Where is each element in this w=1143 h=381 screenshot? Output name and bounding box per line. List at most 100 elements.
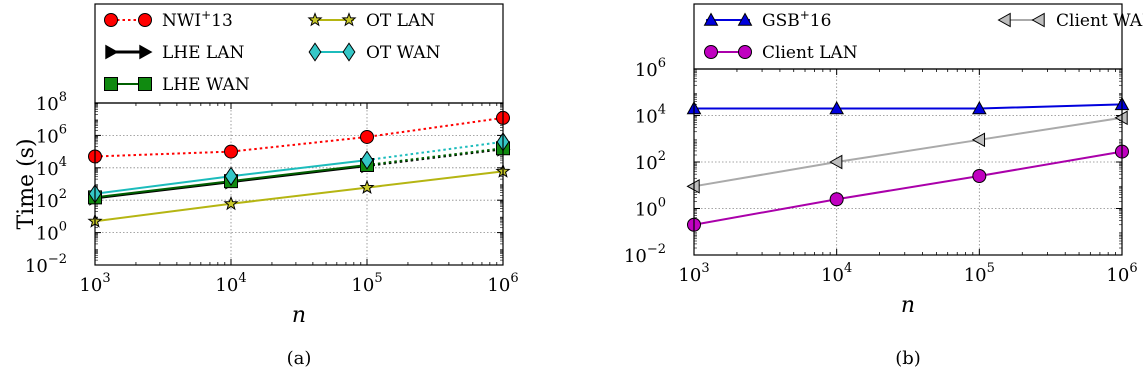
- legend-item-nwi13: NWI+13: [104, 8, 233, 31]
- legend-label-gsb16-text: GSB: [762, 11, 800, 31]
- y-tick-label: 102: [635, 149, 666, 174]
- series-line-extrapolated-lhe-wan: [366, 147, 504, 166]
- x-tick-label: 105: [351, 271, 382, 296]
- legend-label-nwi13-text: NWI: [162, 11, 201, 31]
- legend-item-gsb16: GSB+16: [703, 8, 831, 31]
- y-tick-label-base: 10: [36, 191, 59, 212]
- y-tick-label-base: 10: [36, 224, 59, 245]
- x-tick-label-exp: 5: [374, 271, 382, 286]
- legend-marker-gsb16: [703, 12, 719, 26]
- legend-label-gsb16-tail: 16: [810, 11, 832, 31]
- legend-label-nwi13-tail: 13: [211, 11, 233, 31]
- x-tick-label: 104: [215, 271, 246, 296]
- y-tick-label-exp: −2: [647, 242, 666, 257]
- y-tick-label: 100: [36, 220, 67, 245]
- x-tick-label-base: 10: [487, 275, 510, 296]
- data-point-client-wan: [1114, 110, 1128, 126]
- x-tick-label-base: 10: [821, 265, 844, 286]
- data-point-ot-wan: [224, 166, 238, 186]
- y-tick-label-base: 10: [25, 256, 48, 277]
- y-tick-label-exp: 6: [59, 122, 67, 137]
- legend-marker-ot-wan: [342, 42, 356, 62]
- y-tick-label-exp: 2: [658, 149, 666, 164]
- x-tick-label-base: 10: [964, 265, 987, 286]
- x-tick-label-exp: 4: [238, 271, 246, 286]
- legend-label-client-lan: Client LAN: [762, 43, 858, 63]
- y-tick-label: 104: [635, 103, 666, 128]
- series-group: [686, 96, 1130, 232]
- x-tick-label: 103: [79, 271, 110, 296]
- legend-marker-lhe-lan: [139, 44, 153, 60]
- x-tick-label: 103: [678, 261, 709, 286]
- legend-label-ot-lan: OT LAN: [366, 11, 435, 31]
- y-tick-label: 106: [36, 122, 67, 147]
- y-tick-label-exp: 4: [59, 155, 67, 170]
- legend-label-ot-wan-text: OT WAN: [366, 43, 441, 63]
- y-tick-label: 102: [36, 187, 67, 212]
- x-tick-label-exp: 6: [1129, 261, 1137, 276]
- y-tick-label-base: 10: [635, 153, 658, 174]
- data-point-nwi13: [360, 129, 374, 144]
- legend-marker-lhe-wan: [104, 77, 118, 91]
- legend-label-gsb16-sup: +: [800, 8, 810, 22]
- panel-caption: (b): [895, 348, 921, 369]
- data-point-client-wan: [829, 154, 843, 170]
- legend-marker-ot-lan: [307, 12, 323, 27]
- legend-label-gsb16: GSB+16: [762, 8, 831, 31]
- series-line-client-lan: [693, 150, 1123, 226]
- legend-marker-gsb16: [737, 12, 753, 26]
- x-tick-label-base: 10: [678, 265, 701, 286]
- legend-marker-nwi13: [104, 13, 118, 27]
- data-point-ot-lan: [359, 179, 375, 195]
- legend-marker-ot-lan: [341, 12, 357, 27]
- legend-frame: [94, 3, 504, 104]
- data-point-client-wan: [686, 178, 700, 194]
- legend-marker-client-lan: [704, 45, 718, 59]
- data-point-nwi13: [224, 144, 238, 159]
- legend-marker-client-wan: [997, 12, 1011, 28]
- legend: NWI+13 LHE LAN LHE WAN OT LAN OT WAN: [104, 8, 441, 95]
- x-tick-label: 106: [487, 271, 518, 296]
- data-point-client-wan: [971, 132, 986, 148]
- x-tick-label-base: 10: [351, 275, 374, 296]
- legend-marker-nwi13: [138, 13, 152, 27]
- legend-label-lhe-wan: LHE WAN: [162, 75, 250, 95]
- data-point-ot-lan: [223, 195, 239, 211]
- legend-marker-client-wan: [1031, 12, 1045, 28]
- x-tick-label-exp: 3: [102, 271, 110, 286]
- legend-label-client-wan: Client WAN: [1056, 11, 1143, 31]
- y-tick-label-exp: 2: [59, 187, 67, 202]
- x-tick-label: 106: [1106, 261, 1137, 286]
- x-tick-label-base: 10: [1106, 265, 1129, 286]
- legend-marker-lhe-lan: [105, 44, 119, 60]
- legend-marker-ot-wan: [308, 42, 322, 62]
- legend-label-lhe-lan-text: LHE LAN: [162, 43, 244, 63]
- x-tick-label-base: 10: [215, 275, 238, 296]
- y-tick-label-exp: 0: [658, 196, 666, 211]
- x-tick-label-base: 10: [79, 275, 102, 296]
- y-axis-label: Time (s): [14, 138, 39, 229]
- y-tick-label: 104: [36, 155, 67, 180]
- data-point-gsb16: [971, 100, 987, 115]
- y-tick-label-exp: 6: [658, 56, 666, 71]
- x-tick-label-exp: 4: [844, 261, 852, 276]
- y-tick-label-base: 10: [36, 94, 59, 115]
- legend-item-ot-wan: OT WAN: [308, 42, 441, 63]
- legend: GSB+16 Client LAN Client WAN: [703, 8, 1143, 63]
- panel-caption: (a): [287, 348, 312, 369]
- series-group: [87, 110, 511, 228]
- legend-label-ot-wan: OT WAN: [366, 43, 441, 63]
- series-line-client-wan: [693, 116, 1123, 188]
- y-tick-label-base: 10: [635, 107, 658, 128]
- series-line-ot-lan: [94, 170, 504, 223]
- y-tick-label-base: 10: [624, 246, 647, 267]
- y-tick-label-base: 10: [36, 159, 59, 180]
- legend-marker-client-lan: [738, 45, 752, 59]
- legend-item-lhe-lan: LHE LAN: [105, 43, 244, 63]
- series-line-nwi13: [94, 116, 504, 158]
- y-tick-label: 100: [635, 196, 666, 221]
- y-tick-label-base: 10: [635, 200, 658, 221]
- y-tick-label-base: 10: [635, 60, 658, 81]
